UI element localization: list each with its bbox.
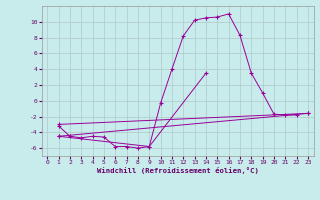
X-axis label: Windchill (Refroidissement éolien,°C): Windchill (Refroidissement éolien,°C) bbox=[97, 167, 259, 174]
